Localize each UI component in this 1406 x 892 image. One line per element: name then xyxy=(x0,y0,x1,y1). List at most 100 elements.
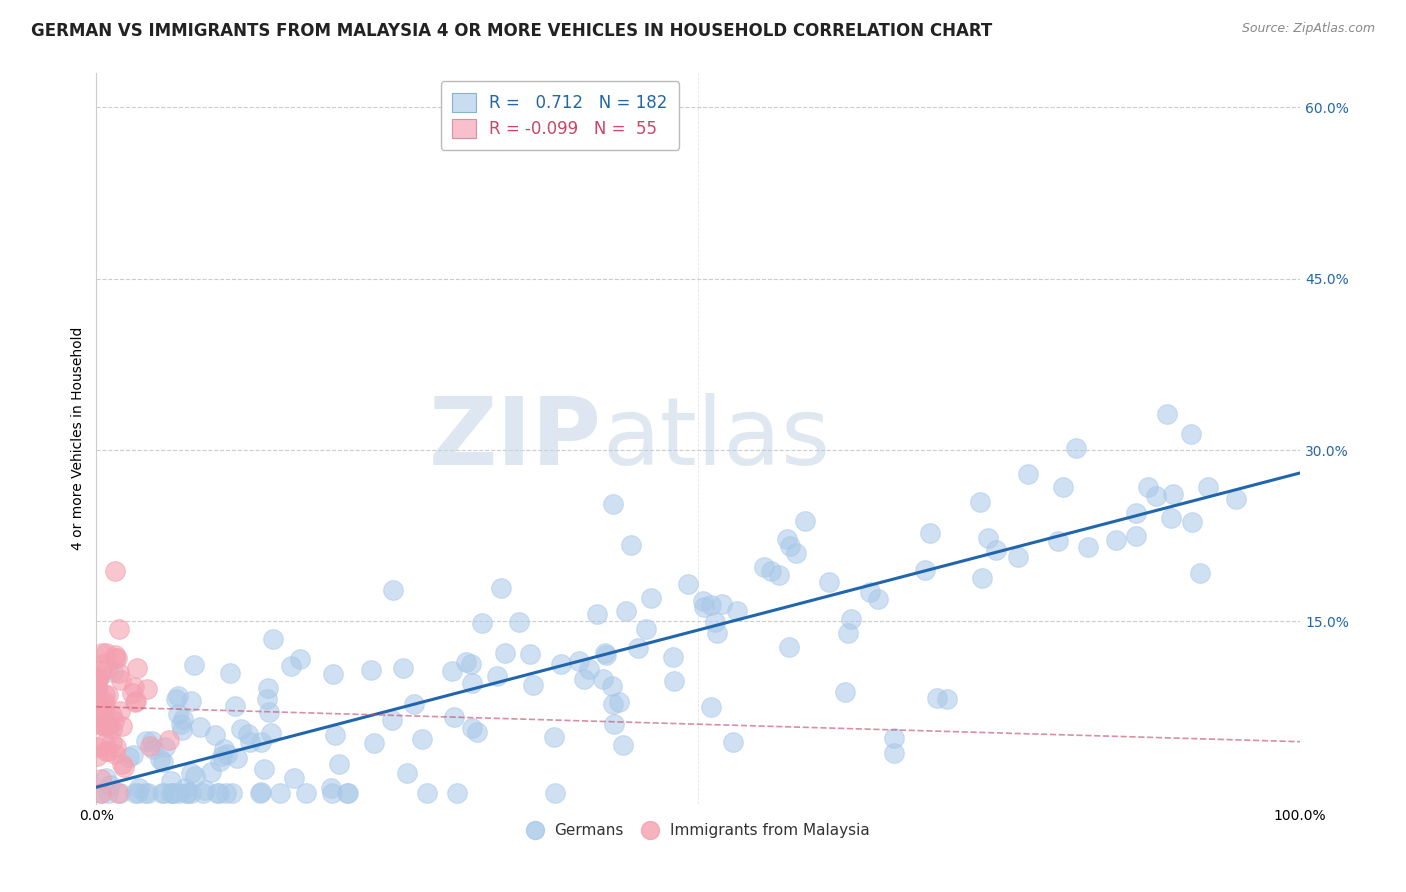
Point xyxy=(93,702,115,716)
Point xyxy=(491,581,513,595)
Point xyxy=(768,568,790,582)
Point xyxy=(602,497,624,511)
Point xyxy=(725,604,748,618)
Point xyxy=(94,744,117,758)
Point xyxy=(1156,407,1178,421)
Point xyxy=(257,705,280,719)
Point xyxy=(91,719,114,733)
Point xyxy=(153,740,176,755)
Point xyxy=(703,615,725,630)
Point xyxy=(711,597,734,611)
Point xyxy=(224,699,246,714)
Point xyxy=(1180,515,1202,529)
Point xyxy=(91,714,114,728)
Point xyxy=(96,646,118,660)
Point xyxy=(1180,426,1202,441)
Point xyxy=(839,612,862,626)
Point xyxy=(180,786,202,800)
Point xyxy=(1197,480,1219,494)
Point xyxy=(180,766,202,780)
Point xyxy=(1077,540,1099,554)
Point xyxy=(257,681,280,695)
Point xyxy=(103,648,125,662)
Point xyxy=(693,600,716,615)
Point xyxy=(208,754,231,768)
Point xyxy=(94,657,117,671)
Point xyxy=(935,692,957,706)
Point xyxy=(101,665,124,679)
Point xyxy=(90,786,112,800)
Point xyxy=(205,786,228,800)
Point xyxy=(337,786,360,800)
Point xyxy=(91,663,114,677)
Point xyxy=(593,646,616,660)
Point xyxy=(97,786,120,800)
Point xyxy=(101,708,124,723)
Point xyxy=(269,786,291,800)
Point xyxy=(221,786,243,800)
Point xyxy=(382,582,405,597)
Point xyxy=(139,739,162,753)
Point xyxy=(640,591,662,605)
Point xyxy=(627,641,650,656)
Point xyxy=(91,646,114,660)
Point xyxy=(568,654,591,668)
Point xyxy=(152,786,174,800)
Point xyxy=(94,736,117,750)
Point xyxy=(136,681,159,696)
Point xyxy=(194,783,217,797)
Point xyxy=(883,746,905,760)
Point xyxy=(104,747,127,762)
Point xyxy=(98,778,121,792)
Point xyxy=(118,750,141,764)
Point xyxy=(167,707,190,722)
Point xyxy=(125,694,148,708)
Point xyxy=(443,710,465,724)
Point xyxy=(321,786,343,800)
Point xyxy=(1144,489,1167,503)
Point xyxy=(238,735,260,749)
Point xyxy=(184,768,207,782)
Point xyxy=(90,786,112,800)
Point xyxy=(141,734,163,748)
Point xyxy=(779,539,801,553)
Point xyxy=(676,577,699,591)
Point xyxy=(176,786,198,800)
Point xyxy=(1047,534,1070,549)
Point xyxy=(323,728,346,742)
Point xyxy=(167,689,190,703)
Point xyxy=(124,695,146,709)
Point xyxy=(87,670,110,684)
Point xyxy=(1161,486,1184,500)
Point xyxy=(461,721,484,735)
Point xyxy=(661,650,683,665)
Point xyxy=(105,651,128,665)
Point xyxy=(90,707,112,722)
Point xyxy=(87,671,110,685)
Point xyxy=(519,648,541,662)
Legend: Germans, Immigrants from Malaysia: Germans, Immigrants from Malaysia xyxy=(520,817,876,844)
Point xyxy=(90,772,112,787)
Point xyxy=(110,786,132,800)
Point xyxy=(1007,549,1029,564)
Point xyxy=(249,785,271,799)
Point xyxy=(204,729,226,743)
Point xyxy=(634,622,657,636)
Point xyxy=(86,739,108,754)
Point xyxy=(162,786,184,800)
Y-axis label: 4 or more Vehicles in Household: 4 or more Vehicles in Household xyxy=(72,327,86,550)
Point xyxy=(283,771,305,785)
Point xyxy=(188,720,211,734)
Point xyxy=(214,741,236,756)
Text: atlas: atlas xyxy=(602,392,830,484)
Point xyxy=(93,688,115,702)
Point xyxy=(927,691,949,706)
Point xyxy=(759,564,782,578)
Point xyxy=(162,786,184,800)
Point xyxy=(280,658,302,673)
Point xyxy=(174,780,197,795)
Point xyxy=(128,780,150,795)
Point xyxy=(603,717,626,731)
Point xyxy=(706,626,728,640)
Point xyxy=(969,494,991,508)
